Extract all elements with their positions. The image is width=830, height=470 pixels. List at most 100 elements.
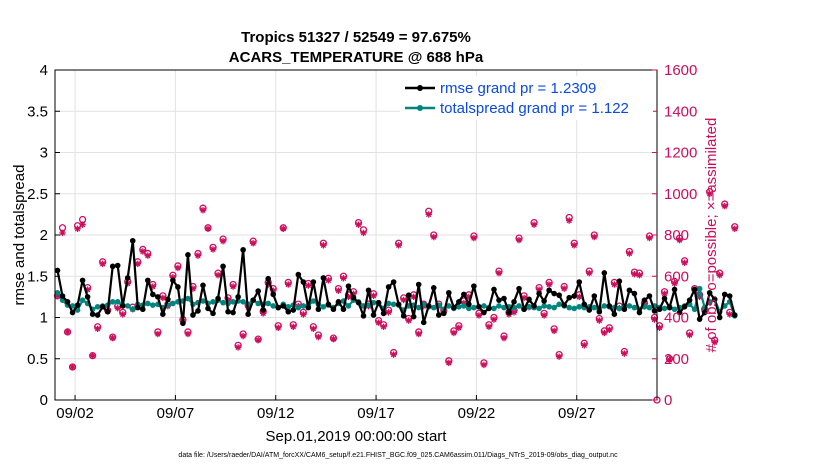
obs-assimilated-marker [174, 264, 182, 272]
rmse-point [340, 306, 347, 313]
rmse-point [656, 306, 663, 313]
x-tick-label: 09/22 [458, 405, 496, 422]
obs-assimilated-stroke [300, 311, 307, 318]
rmse-line [56, 239, 736, 325]
obs-assimilated-stroke [250, 240, 256, 246]
rmse-point [285, 308, 292, 315]
rmse-point [89, 311, 96, 318]
rmse-point [686, 297, 693, 303]
obs-assimilated-marker [716, 272, 723, 279]
rmse-point [456, 299, 462, 305]
obs-assimilated-stroke [240, 333, 246, 339]
obs-assimilated-stroke [722, 203, 728, 209]
rmse-point [59, 293, 66, 299]
rmse-point [511, 299, 517, 305]
obs-assimilated-stroke [135, 261, 141, 267]
spread-point [646, 304, 653, 311]
obs-assimilated-stroke [666, 357, 673, 363]
obs-assimilated-stroke [255, 337, 261, 343]
obs-assimilated-marker [335, 287, 342, 294]
obs-assimilated-stroke [671, 280, 678, 287]
obs-assimilated-stroke [59, 230, 66, 236]
rmse-point [601, 270, 608, 276]
obs-assimilated-marker [530, 221, 538, 228]
obs-assimilated-marker [99, 260, 106, 268]
obs-assimilated-marker [320, 242, 327, 249]
spread-point [145, 300, 151, 307]
obs-assimilated-stroke [280, 226, 286, 232]
rmse-point [481, 309, 487, 316]
obs-assimilated-marker [470, 234, 478, 242]
series-lines [54, 237, 738, 327]
obs-assimilated-stroke [140, 248, 146, 255]
right-axis: 0 200 400 600 800 1000 1200 1400 1600 [652, 62, 697, 409]
rmse-point [119, 303, 126, 309]
rmse-point [365, 287, 372, 294]
obs-assimilated-marker [69, 363, 76, 371]
obs-assimilated-marker [209, 246, 217, 253]
rmse-point [64, 299, 71, 305]
rmse-point [716, 314, 723, 321]
spread-point [631, 304, 638, 311]
obs-assimilated-stroke [185, 331, 191, 337]
rmse-point [315, 306, 322, 313]
rmse-point [616, 278, 623, 285]
obs-assimilated-stroke [446, 360, 452, 366]
obs-assimilated-marker [515, 236, 523, 244]
obs-assimilated-stroke [79, 221, 86, 228]
spread-point [696, 285, 703, 292]
spread-point [79, 297, 86, 303]
y-left-tick-label: 2 [40, 227, 48, 244]
rmse-point [355, 299, 362, 306]
obs-assimilated-marker [586, 269, 593, 277]
obs-assimilated-marker [626, 250, 633, 257]
spread-point [285, 303, 292, 310]
spread-point [390, 301, 397, 308]
legend-spread-marker [417, 105, 423, 111]
obs-assimilated-stroke [601, 330, 608, 336]
y-right-tick-label: 1200 [664, 145, 697, 162]
obs-count-markers [53, 188, 739, 404]
rmse-point [400, 313, 407, 319]
rmse-point [576, 279, 583, 285]
spread-point [300, 303, 307, 309]
obs-assimilated-marker [495, 269, 503, 277]
rmse-point [435, 312, 442, 318]
spread-point [200, 298, 206, 304]
rmse-point [114, 262, 121, 269]
spread-point [591, 304, 598, 311]
obs-assimilated-stroke [355, 221, 362, 228]
rmse-point [215, 295, 221, 302]
obs-assimilated-stroke [160, 295, 166, 301]
obs-assimilated-stroke [275, 325, 281, 331]
rmse-point [395, 301, 402, 308]
obs-assimilated-stroke [375, 319, 382, 326]
rmse-point [506, 309, 512, 316]
spread-point [295, 304, 302, 311]
obs-assimilated-stroke [155, 331, 161, 337]
obs-assimilated-stroke [541, 312, 547, 319]
spread-point [170, 300, 176, 307]
obs-assimilated-stroke [561, 285, 567, 292]
spread-point [150, 302, 156, 308]
rmse-point [661, 295, 668, 302]
spread-point [481, 303, 487, 309]
y-left-tick-label: 0.5 [27, 351, 48, 368]
obs-assimilated-stroke [94, 326, 101, 332]
rmse-point [671, 286, 678, 293]
legend-rmse-label: rmse grand pr = 1.2309 [440, 80, 596, 97]
obs-assimilated-stroke [120, 311, 126, 318]
obs-assimilated-stroke [456, 325, 462, 331]
y-left-tick-label: 3.5 [27, 103, 48, 120]
obs-assimilated-marker [340, 275, 347, 282]
rmse-point [230, 309, 236, 316]
spread-point [415, 304, 422, 311]
obs-assimilated-stroke [566, 217, 572, 224]
x-tick-label: 09/07 [157, 405, 195, 422]
obs-assimilated-marker [229, 283, 237, 290]
obs-assimilated-stroke [360, 230, 367, 236]
obs-assimilated-marker [681, 259, 688, 267]
obs-assimilated-marker [380, 323, 387, 330]
spread-point [114, 299, 121, 305]
